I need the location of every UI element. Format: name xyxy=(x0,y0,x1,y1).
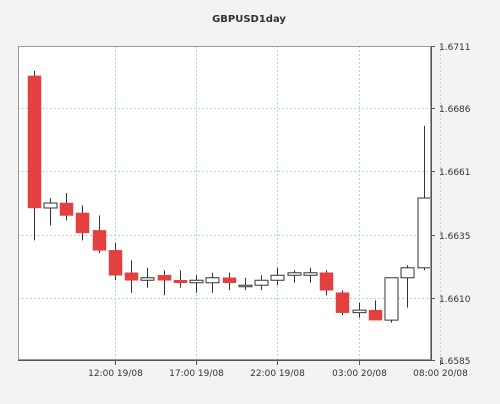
candle-body-bear xyxy=(92,230,107,251)
candle xyxy=(92,215,107,253)
candle xyxy=(319,270,334,296)
candle-body-bull xyxy=(384,277,399,321)
candle xyxy=(108,242,123,281)
y-tick-label: 1.6610 xyxy=(439,295,471,305)
candle xyxy=(368,300,383,321)
y-tick-label: 1.6686 xyxy=(439,105,471,115)
candle xyxy=(27,70,42,241)
y-tick-label: 1.6711 xyxy=(439,43,471,53)
candle-body-bull xyxy=(189,279,204,284)
candle-body-bear xyxy=(108,250,123,276)
candle-body-bear xyxy=(368,309,383,321)
candle xyxy=(205,272,220,293)
candle-body-bull xyxy=(254,279,269,286)
candles xyxy=(27,70,432,323)
candle xyxy=(43,198,58,226)
candle xyxy=(75,205,90,241)
candle-body-bull xyxy=(205,277,220,284)
candle-body-bear xyxy=(157,275,172,281)
candle xyxy=(335,290,350,316)
candle xyxy=(417,125,432,271)
candle-body-bear xyxy=(173,280,188,283)
candle xyxy=(124,260,139,293)
candle xyxy=(238,277,253,291)
candle-body-bull xyxy=(43,202,58,209)
candle-body-bull xyxy=(270,274,285,281)
y-tick-label: 1.6661 xyxy=(439,168,471,178)
candle xyxy=(157,270,172,296)
candle xyxy=(222,272,237,291)
candle xyxy=(270,267,285,286)
candle-body-bear xyxy=(222,277,237,283)
candle-body-bear xyxy=(124,272,139,281)
y-tick-label: 1.6585 xyxy=(439,357,471,367)
candle-body-bull xyxy=(352,309,367,314)
candle-body-bull xyxy=(140,277,155,281)
candle xyxy=(140,267,155,288)
candle xyxy=(352,302,367,318)
x-tick-label: 03:00 20/08 xyxy=(332,369,387,379)
candle-body-bear xyxy=(59,202,74,216)
x-tick-label: 17:00 19/08 xyxy=(169,369,224,379)
candle xyxy=(173,270,188,288)
candle xyxy=(254,275,269,291)
candle-body-bull xyxy=(417,197,432,269)
plot-frame xyxy=(18,46,431,360)
x-tick-label: 08:00 20/08 xyxy=(413,369,468,379)
candle-body-bear xyxy=(335,292,350,313)
candle-body-bear xyxy=(75,212,90,234)
candle-body-bull xyxy=(287,272,302,276)
chart-title: GBPUSD1day xyxy=(212,14,286,25)
candle-body-bull xyxy=(238,284,253,288)
grid-lines xyxy=(18,46,441,360)
candle xyxy=(384,277,399,323)
plot-area xyxy=(18,46,431,360)
candle xyxy=(303,267,318,283)
candle-body-bear xyxy=(27,75,42,209)
y-tick-label: 1.6635 xyxy=(439,232,471,242)
candle xyxy=(400,265,415,308)
x-tick-label: 12:00 19/08 xyxy=(88,369,143,379)
candle xyxy=(287,270,302,283)
candle-body-bull xyxy=(303,272,318,276)
candle-body-bear xyxy=(319,272,334,291)
x-tick-label: 22:00 19/08 xyxy=(250,369,305,379)
candle-body-bull xyxy=(400,267,415,279)
axes: 1.6711 1.6686 1.6661 1.6635 1.6610 1.6585 12:0… xyxy=(18,43,471,379)
candle xyxy=(189,275,204,293)
candle xyxy=(59,193,74,221)
